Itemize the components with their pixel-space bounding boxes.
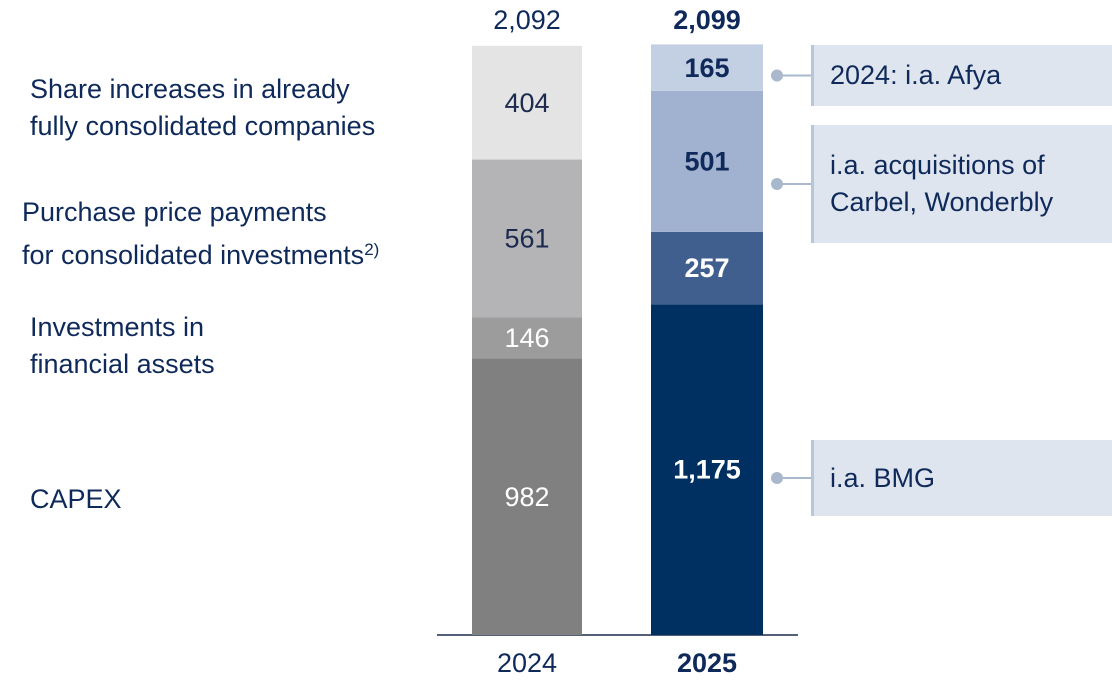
legend-label: Purchase price payments for consolidated… (22, 197, 380, 270)
value-label: 165 (684, 53, 729, 83)
value-label: 1,175 (673, 455, 741, 485)
legend-label: Investments in financial assets (30, 312, 215, 379)
total-label: 2,099 (673, 5, 741, 35)
bar-segment (651, 304, 763, 635)
legend-label: CAPEX (30, 484, 122, 514)
connector-dot (771, 178, 783, 190)
bar-segment (651, 44, 763, 91)
bar-segment (472, 159, 582, 318)
value-label: 561 (504, 224, 549, 254)
bar-segment (472, 317, 582, 359)
value-label: 501 (684, 147, 729, 177)
value-label: 982 (504, 482, 549, 512)
connector-dot (771, 69, 783, 82)
bar-segment (651, 231, 763, 305)
value-label: 146 (504, 323, 549, 353)
connector-dot (771, 472, 783, 484)
x-tick-label: 2025 (677, 648, 737, 678)
total-label: 2,092 (493, 5, 561, 35)
bar-segment (472, 358, 582, 635)
value-label: 257 (684, 253, 729, 283)
annotation: i.a. BMG (811, 440, 1112, 516)
legend-label: Share increases in already fully consoli… (30, 74, 376, 141)
annotation: i.a. acquisitions of Carbel, Wonderbly (811, 125, 1112, 243)
footnote-mark: 2) (364, 240, 380, 259)
bar-segment (651, 90, 763, 232)
bar-segment (472, 45, 582, 160)
value-label: 404 (504, 88, 549, 118)
annotation: 2024: i.a. Afya (811, 45, 1112, 106)
x-tick-label: 2024 (497, 648, 557, 678)
